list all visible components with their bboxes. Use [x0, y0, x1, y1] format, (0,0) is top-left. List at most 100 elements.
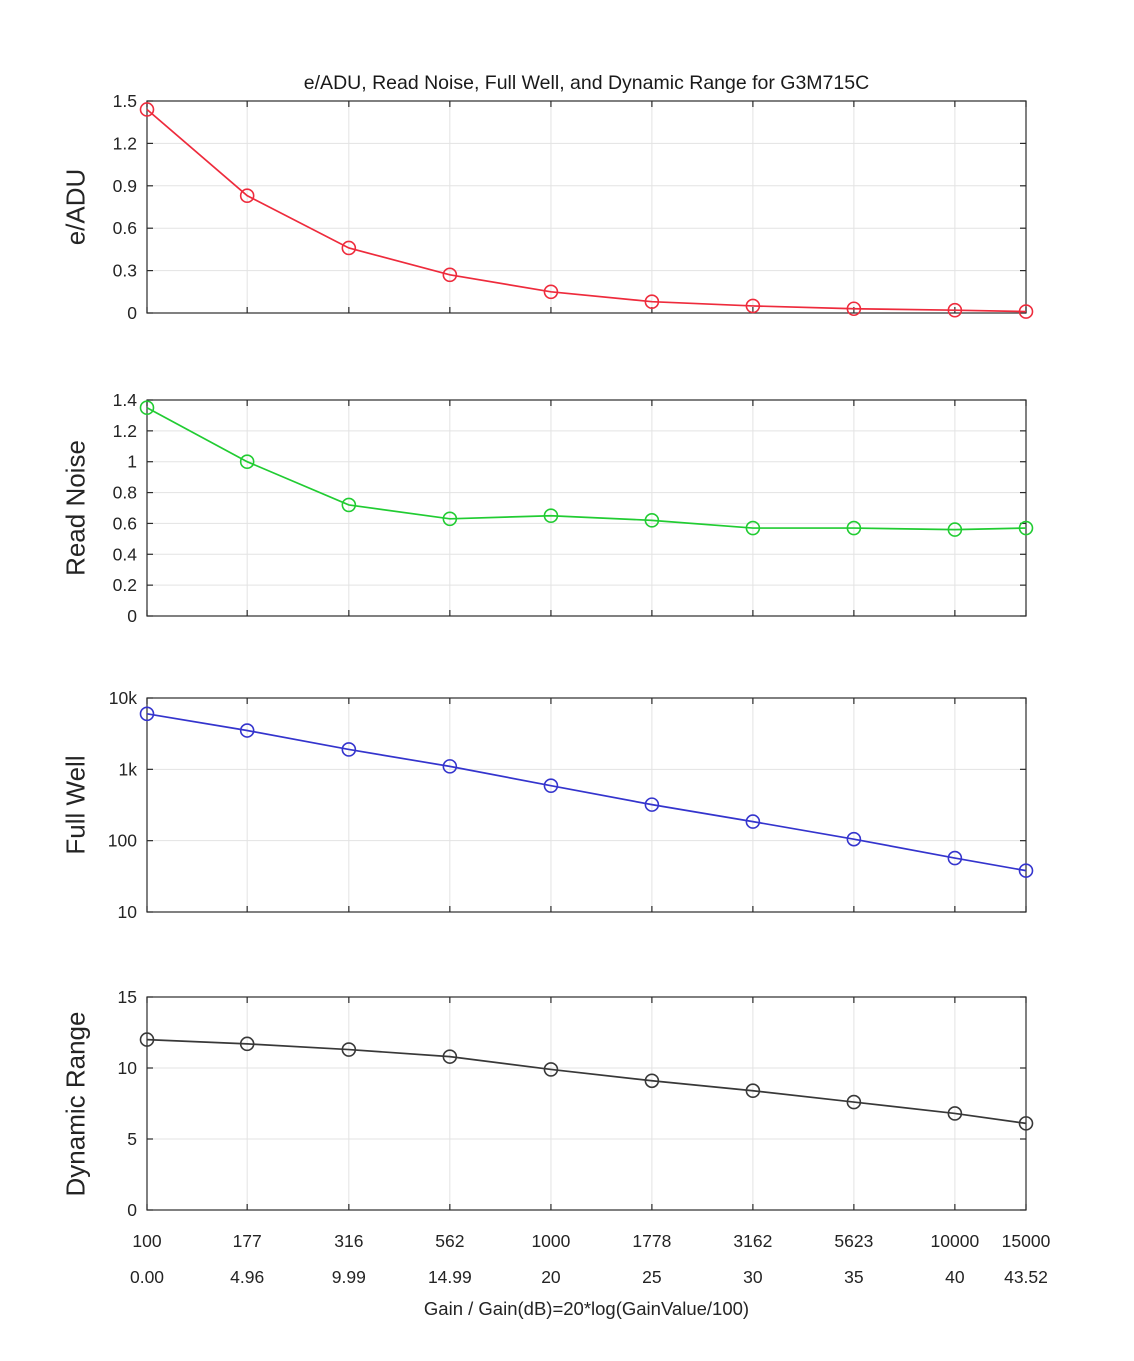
axes-box — [146, 100, 1027, 314]
x-tick-label-gain-db: 40 — [945, 1267, 965, 1287]
full-well-marker — [239, 723, 255, 738]
subplot-e-per-adu: 0 0.3 0.6 0.9 1.2 1.5 — [113, 91, 1034, 323]
y-tick-label: 10 — [118, 1058, 138, 1078]
dynamic-range-marker — [745, 1083, 761, 1099]
x-axis-tick-labels: 100 0.00 177 4.96 316 9.99 562 14.99 1000 20 1778 2… — [130, 1231, 1051, 1287]
y-axis-label-full-well: Full Well — [60, 755, 91, 855]
x-axis-label: Gain / Gain(dB)=20*log(GainValue/100) — [423, 1298, 750, 1319]
axes-box — [146, 697, 1027, 913]
subplot-full-well: 10 100 1k 10k — [108, 688, 1034, 922]
read-noise-marker — [239, 454, 255, 470]
y-tick-label: 0 — [127, 1200, 137, 1220]
read-noise-marker — [947, 522, 963, 537]
y-tick-label: 0.2 — [113, 575, 137, 595]
read-noise-line — [146, 406, 1027, 531]
y-tick-label: 15 — [118, 987, 137, 1007]
x-tick-label-gain: 3162 — [733, 1231, 772, 1251]
y-tick-label: 1.2 — [113, 133, 137, 153]
x-tick-label-gain: 15000 — [1002, 1231, 1051, 1251]
e-per-adu-marker — [947, 302, 963, 318]
dynamic-range-marker — [341, 1042, 357, 1057]
full-well-marker — [745, 814, 761, 829]
full-well-marker — [442, 759, 458, 774]
e-per-adu-marker — [644, 294, 660, 309]
e-per-adu-marker — [139, 102, 155, 117]
e-per-adu-marker — [341, 240, 357, 256]
dynamic-range-marker — [947, 1106, 963, 1121]
x-tick-label-gain: 316 — [334, 1231, 363, 1251]
y-tick-label: 10k — [109, 688, 137, 708]
x-tick-label-gain-db: 25 — [642, 1267, 661, 1287]
e-per-adu-marker — [543, 284, 559, 300]
y-axis-label-e-per-adu: e/ADU — [60, 168, 91, 246]
y-tick-label: 0.4 — [113, 544, 138, 564]
y-tick-label: 1.4 — [113, 390, 138, 410]
dynamic-range-marker — [846, 1094, 862, 1110]
dynamic-range-marker — [1018, 1116, 1034, 1131]
read-noise-marker — [139, 400, 155, 416]
e-per-adu-marker — [745, 298, 761, 314]
x-tick-label-gain-db: 0.00 — [130, 1267, 164, 1287]
x-tick-label-gain-db: 43.52 — [1004, 1267, 1048, 1287]
x-tick-label-gain-db: 14.99 — [428, 1267, 472, 1287]
y-tick-label: 1.2 — [113, 421, 137, 441]
dynamic-range-marker — [543, 1062, 559, 1077]
e-per-adu-marker — [846, 301, 862, 317]
y-tick-label: 0.3 — [113, 261, 137, 281]
subplot-read-noise: 0 0.2 0.4 0.6 0.8 1 1.2 1.4 — [113, 390, 1034, 626]
read-noise-marker — [543, 508, 559, 524]
subplot-dynamic-range: 0 5 10 15 — [118, 987, 1034, 1220]
x-tick-label-gain: 1778 — [632, 1231, 671, 1251]
y-tick-label: 5 — [127, 1129, 137, 1149]
y-tick-label: 1.5 — [113, 91, 137, 111]
dynamic-range-marker — [139, 1032, 155, 1047]
e-per-adu-marker — [442, 267, 458, 283]
read-noise-marker — [341, 497, 357, 513]
y-axis-label-dynamic-range: Dynamic Range — [60, 1011, 91, 1197]
x-tick-label-gain-db: 35 — [844, 1267, 863, 1287]
read-noise-marker — [442, 511, 458, 527]
x-tick-label-gain: 5623 — [834, 1231, 873, 1251]
e-per-adu-marker — [1018, 304, 1034, 319]
full-well-marker — [947, 850, 963, 866]
full-well-marker — [846, 831, 862, 847]
y-tick-label: 0 — [127, 606, 137, 626]
full-well-marker — [543, 778, 559, 793]
dynamic-range-marker — [644, 1073, 660, 1089]
x-tick-label-gain: 100 — [132, 1231, 161, 1251]
y-tick-label: 1 — [127, 452, 137, 472]
full-well-marker — [341, 742, 357, 757]
axes-box — [146, 399, 1027, 617]
full-well-line — [146, 712, 1027, 872]
dynamic-range-marker — [239, 1036, 255, 1052]
y-tick-label: 0.6 — [113, 218, 137, 238]
e-per-adu-marker — [239, 188, 255, 203]
x-tick-label-gain-db: 9.99 — [332, 1267, 366, 1287]
y-tick-label: 0.8 — [113, 483, 137, 503]
x-tick-label-gain-db: 20 — [541, 1267, 561, 1287]
read-noise-marker — [644, 513, 660, 528]
x-tick-label-gain-db: 4.96 — [230, 1267, 264, 1287]
full-well-marker — [644, 797, 660, 812]
x-tick-label-gain-db: 30 — [743, 1267, 763, 1287]
e-per-adu-line — [146, 108, 1027, 313]
dynamic-range-marker — [442, 1049, 458, 1064]
y-axis-label-read-noise: Read Noise — [60, 440, 91, 576]
x-tick-label-gain: 10000 — [931, 1231, 980, 1251]
chart-title: e/ADU, Read Noise, Full Well, and Dynami… — [303, 72, 870, 94]
y-tick-label: 0.6 — [113, 513, 137, 533]
full-well-marker — [1018, 863, 1034, 878]
dynamic-range-line — [146, 1038, 1027, 1125]
read-noise-marker — [1018, 520, 1034, 536]
x-tick-label-gain: 562 — [435, 1231, 464, 1251]
y-tick-label: 1k — [119, 759, 138, 779]
x-tick-label-gain: 1000 — [531, 1231, 570, 1251]
read-noise-marker — [745, 520, 761, 536]
y-tick-label: 0 — [127, 303, 137, 323]
full-well-marker — [139, 706, 155, 722]
y-tick-label: 10 — [118, 902, 138, 922]
x-tick-label-gain: 177 — [233, 1231, 262, 1251]
axes-box — [146, 996, 1027, 1211]
